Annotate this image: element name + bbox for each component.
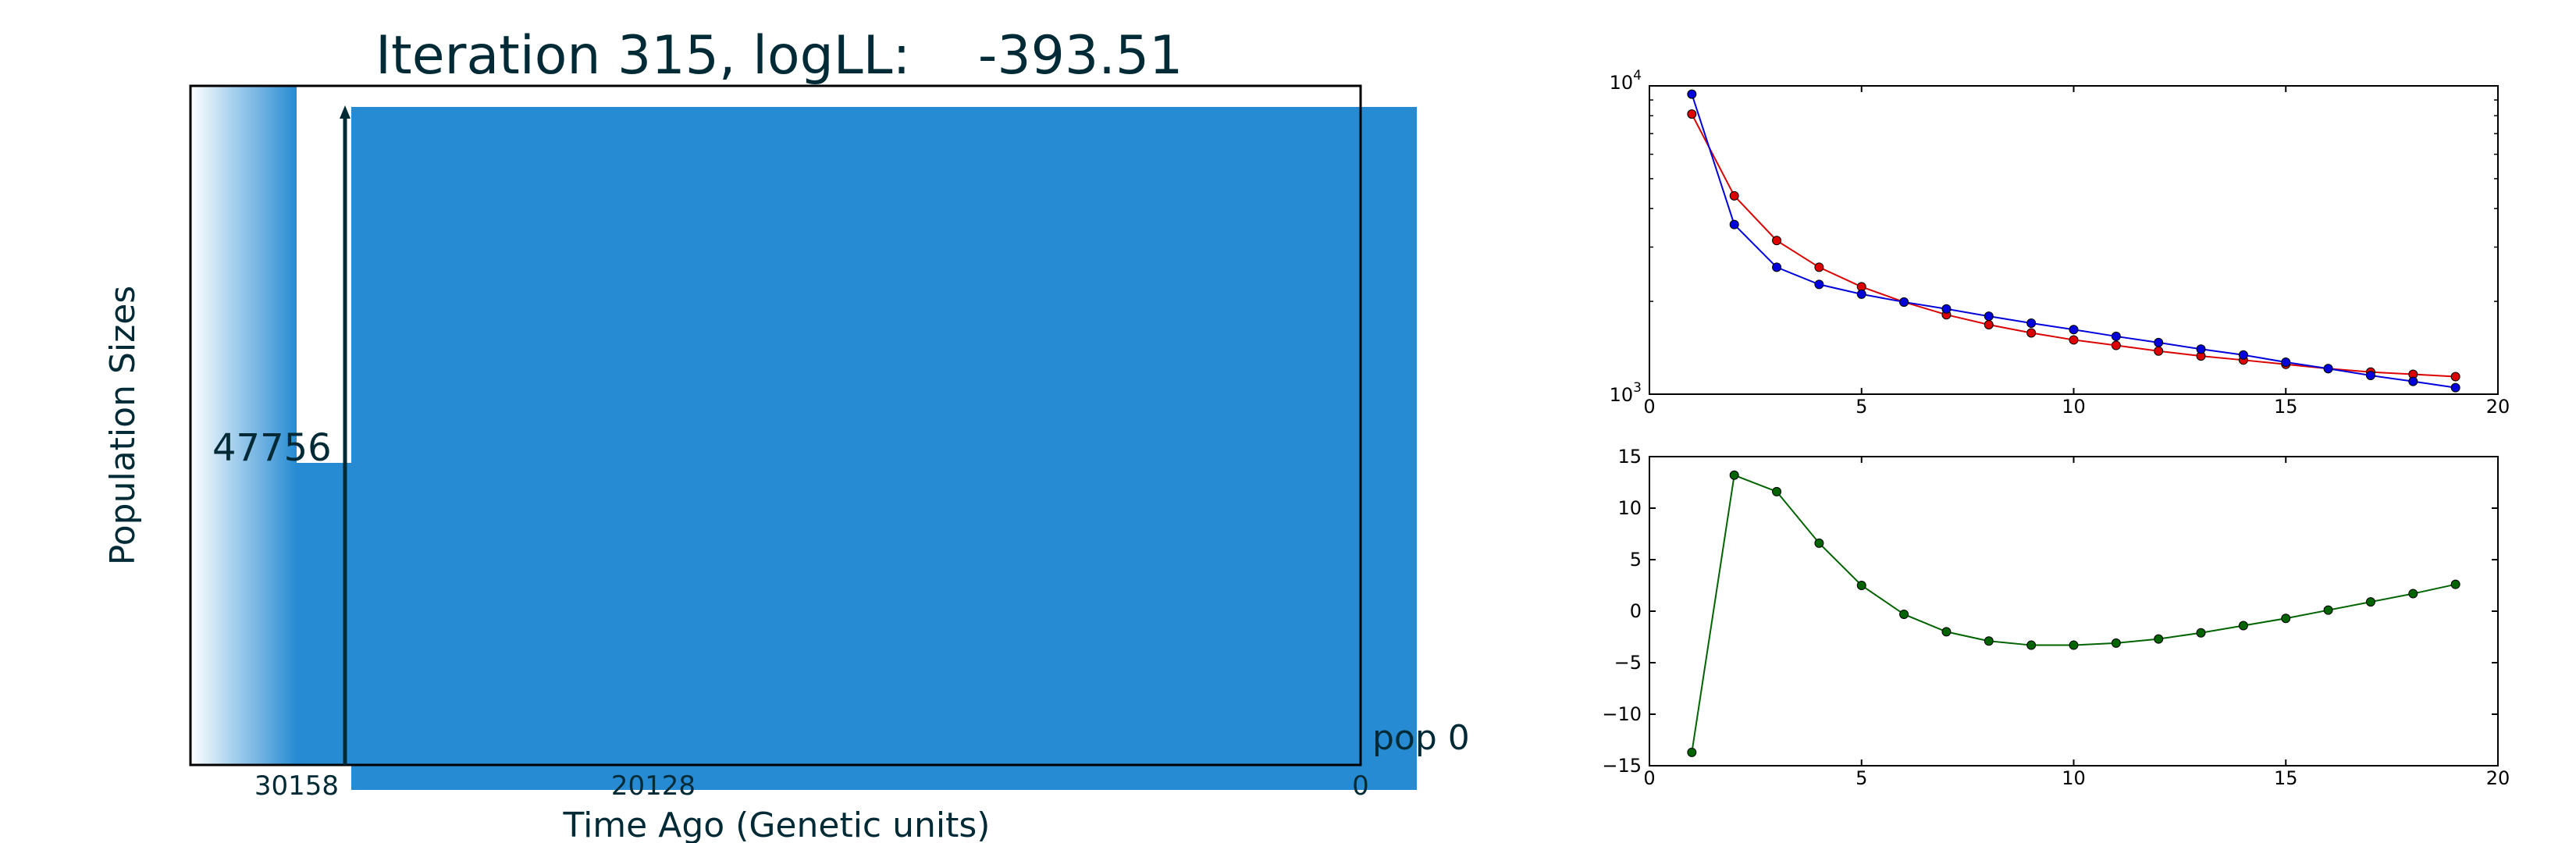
top-plot-series-observed-point: [1687, 109, 1697, 119]
top-plot-x-tick-label: 5: [1856, 396, 1867, 418]
bottom-plot-x-tick-label: 0: [1643, 767, 1655, 789]
bottom-plot-series-residual-point: [2154, 634, 2164, 644]
bottom-plot-y-tick-label: 15: [1617, 446, 1642, 468]
bottom-plot-y-tick-label: 0: [1630, 600, 1642, 622]
bottom-plot-series-residual-point: [1941, 627, 1952, 637]
x-tick-label-1: 30158: [254, 770, 339, 802]
bottom-plot-series-residual-point: [1856, 581, 1866, 590]
bottom-plot-series-residual-point: [2196, 628, 2206, 638]
top-plot-series-expected-point: [1729, 219, 1739, 229]
bottom-plot-x-tick-label: 10: [2062, 767, 2086, 789]
bottom-plot-x-tick-label: 20: [2486, 767, 2510, 789]
figure-title: Iteration 315, logLL: -393.51: [375, 25, 1183, 87]
population-fade: [190, 86, 297, 765]
top-plot-x-tick-label: 20: [2486, 396, 2510, 418]
top-plot-series-expected-point: [2069, 325, 2079, 335]
bottom-plot-series-residual-point: [1814, 538, 1824, 548]
top-plot-series-expected-point: [1772, 262, 1782, 272]
bottom-plot-frame: [1649, 456, 2499, 767]
population-block: [351, 107, 1417, 790]
top-plot-series-expected-point: [2365, 371, 2375, 381]
top-plot-series-expected-point: [1814, 279, 1824, 290]
top-plot-series-expected-point: [1984, 311, 1994, 322]
top-plot-series-observed-point: [1772, 236, 1782, 246]
top-plot-series-expected-point: [2408, 376, 2418, 386]
top-plot-series-observed-point: [2026, 328, 2037, 338]
population-ancestral-block: [297, 463, 351, 765]
plot-frame: [189, 84, 1362, 767]
top-plot-series-observed-point: [1984, 320, 1994, 330]
top-plot-x-tick-label: 0: [1643, 396, 1655, 418]
top-plot-x-tick-label: 10: [2062, 396, 2086, 418]
top-plot-x-tick-label: 15: [2274, 396, 2298, 418]
bottom-plot-series-residual-point: [1687, 747, 1697, 757]
top-plot-series-observed-point: [2450, 372, 2460, 382]
bottom-plot-series-residual-point: [2365, 597, 2375, 607]
population-label: pop 0: [1372, 718, 1470, 758]
top-plot-series-observed-point: [2069, 335, 2079, 345]
top-plot: 104 103 0 5 10 15 20: [1610, 68, 2510, 418]
bottom-plot-x-tick-label: 5: [1856, 767, 1867, 789]
x-tick-label-3: 0: [1352, 770, 1369, 802]
top-plot-series-expected-point: [2450, 382, 2460, 393]
y-axis-label: Population Sizes: [103, 286, 143, 565]
top-plot-series-expected-point: [2026, 318, 2037, 328]
bottom-plot-series-residual-point: [2111, 638, 2121, 648]
x-axis-label: Time Ago (Genetic units): [563, 806, 991, 843]
top-y-tick-max: 104: [1610, 68, 1642, 94]
bottom-plot-series-residual-point: [2450, 579, 2460, 589]
top-plot-series-expected-point: [2154, 337, 2164, 347]
bottom-plot-series-residual-point: [1729, 470, 1739, 480]
top-plot-series-observed-point: [2154, 346, 2164, 356]
top-plot-series-expected-point: [2111, 331, 2121, 341]
top-plot-series-expected-point: [1899, 297, 1909, 307]
top-plot-series-expected-point: [2323, 364, 2333, 374]
bottom-plot-y-tick-label: −5: [1614, 652, 1642, 674]
bottom-plot-y-tick-label: 5: [1630, 549, 1642, 571]
bottom-plot-y-tick-label: −15: [1602, 755, 1642, 777]
bottom-plot-series-residual-point: [2026, 640, 2037, 650]
bottom-plot-series-residual-point: [2281, 614, 2291, 624]
population-size-label: 47756: [212, 426, 332, 470]
bottom-plot-series-residual-point: [2069, 640, 2079, 650]
bottom-plot-y-tick-label: −10: [1602, 703, 1642, 725]
bottom-plot-series-residual-point: [1772, 486, 1782, 496]
top-plot-series-expected-point: [2281, 357, 2291, 367]
bottom-plot-series-residual-line: [1691, 474, 2456, 752]
bottom-plot-series-residual-point: [2408, 589, 2418, 599]
top-plot-series-expected-point: [2196, 344, 2206, 354]
top-plot-series-observed-point: [2111, 340, 2121, 350]
bottom-plot: 0 5 10 15 20 15 10 5 0 −5 −10 −15: [1602, 446, 2510, 789]
top-plot-series-expected-point: [1856, 289, 1866, 299]
bottom-plot-series-residual-point: [2323, 605, 2333, 615]
size-arrow-head: [340, 105, 350, 119]
top-plot-series-expected-point: [1687, 89, 1697, 99]
demography-plot: 47756 pop 0 30158 20128 0 Time Ago (Gene…: [103, 84, 1470, 843]
top-plot-series-observed-point: [1814, 262, 1824, 272]
top-plot-series-expected-point: [1941, 304, 1952, 314]
bottom-plot-series-residual-point: [1984, 636, 1994, 646]
x-tick-label-2: 20128: [611, 770, 696, 802]
top-plot-series-expected-point: [2238, 350, 2248, 360]
bottom-plot-y-tick-label: 10: [1617, 497, 1642, 519]
bottom-plot-series-residual-point: [2238, 621, 2248, 631]
top-plot-series-observed-point: [1729, 190, 1739, 201]
top-y-tick-min: 103: [1610, 380, 1642, 406]
bottom-plot-series-residual-point: [1899, 609, 1909, 619]
bottom-plot-x-tick-label: 15: [2274, 767, 2298, 789]
